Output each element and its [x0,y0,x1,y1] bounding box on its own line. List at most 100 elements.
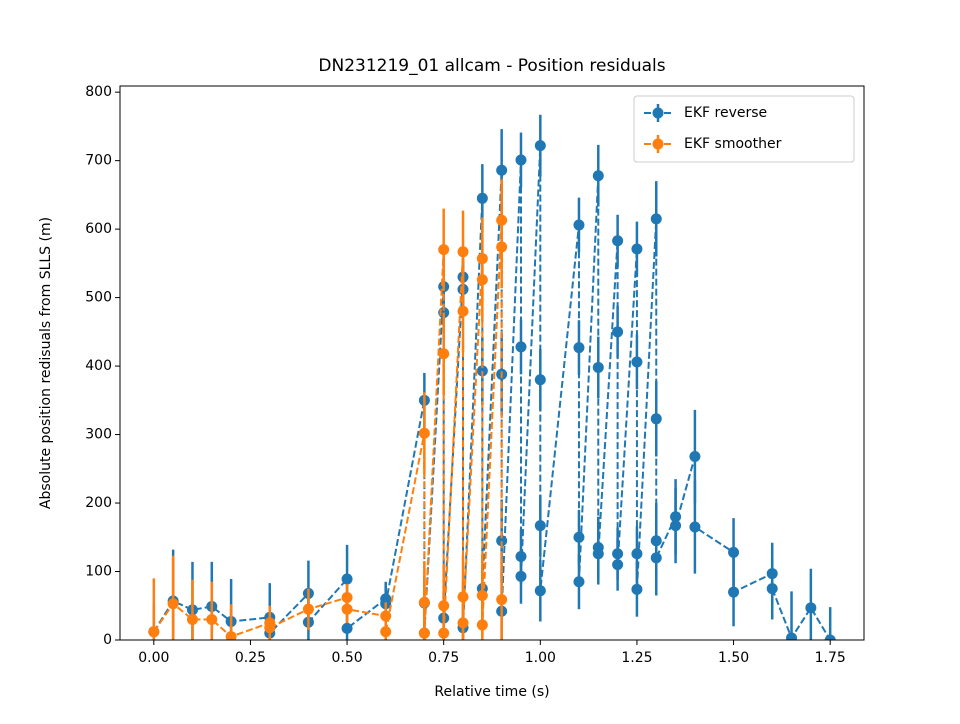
data-point [573,219,585,231]
legend-marker [652,107,664,119]
data-point [592,361,604,373]
data-point [650,213,662,225]
data-point [689,450,701,462]
y-tick-label: 300 [85,427,112,443]
data-point [418,596,430,608]
legend-marker [652,138,664,150]
x-tick-label: 0.25 [235,650,266,666]
y-tick-label: 700 [85,153,112,169]
data-point [573,342,585,354]
data-point [418,427,430,439]
data-point [302,603,314,615]
data-point [457,617,469,629]
data-point [534,585,546,597]
x-tick-label: 1.00 [525,650,556,666]
data-point [186,613,198,625]
data-point [515,154,527,166]
data-point [476,192,488,204]
x-tick-label: 1.50 [718,650,749,666]
y-tick-label: 400 [85,358,112,374]
data-point [766,568,778,580]
data-point [728,546,740,558]
data-point [438,348,450,360]
data-point [786,632,798,640]
data-point [650,413,662,425]
data-point [167,598,179,610]
data-point [341,603,353,615]
y-tick-label: 800 [85,84,112,100]
data-point [612,326,624,338]
x-axis-label: Relative time (s) [434,684,549,700]
data-point [805,602,817,614]
data-point [534,374,546,386]
data-point [612,235,624,247]
data-point [496,214,508,226]
x-tick-label: 0.50 [331,650,362,666]
data-point [592,170,604,182]
data-point [573,531,585,543]
x-tick-label: 0.00 [138,650,169,666]
data-point [341,592,353,604]
data-point [418,627,430,639]
data-point [264,622,276,634]
data-point [457,305,469,317]
legend-label: EKF smoother [684,136,782,152]
y-tick-label: 200 [85,495,112,511]
data-point [496,164,508,176]
data-point [650,535,662,547]
data-point [476,619,488,631]
data-point [631,243,643,255]
data-point [670,520,682,532]
data-point [515,570,527,582]
chart-title: DN231219_01 allcam - Position residuals [318,56,665,76]
data-point [476,365,488,377]
data-point [206,613,218,625]
data-point [496,535,508,547]
data-point [534,520,546,532]
data-point [148,626,160,638]
data-point [438,627,450,639]
data-point [631,548,643,560]
data-point [476,589,488,601]
data-point [438,244,450,256]
y-tick-label: 0 [103,632,112,648]
data-point [515,550,527,562]
data-point [380,626,392,638]
x-tick-label: 0.75 [428,650,459,666]
x-tick-label: 1.75 [815,650,846,666]
data-point [438,600,450,612]
data-point [824,634,836,640]
data-point [592,548,604,560]
data-point [380,610,392,622]
data-point [515,341,527,353]
data-point [650,552,662,564]
data-point [612,559,624,571]
data-point [573,576,585,588]
y-tick-label: 600 [85,221,112,237]
series-line [152,220,503,638]
y-tick-label: 100 [85,564,112,580]
y-axis-label: Absolute position redisuals from SLLS (m… [38,217,54,509]
data-point [457,591,469,603]
plot-area [148,114,836,640]
y-tick-label: 500 [85,290,112,306]
data-point [341,573,353,585]
axes-frame [119,85,865,641]
data-point [341,622,353,634]
data-point [457,246,469,258]
data-point [631,583,643,595]
data-point [534,140,546,152]
legend-box [633,95,855,163]
data-point [496,241,508,253]
data-point [612,548,624,560]
data-point [766,583,778,595]
data-point [631,356,643,368]
data-point [476,274,488,286]
data-point [496,594,508,606]
legend-label: EKF reverse [684,105,767,121]
data-point [225,631,237,640]
x-tick-label: 1.25 [621,650,652,666]
data-point [728,586,740,598]
data-point [476,253,488,265]
